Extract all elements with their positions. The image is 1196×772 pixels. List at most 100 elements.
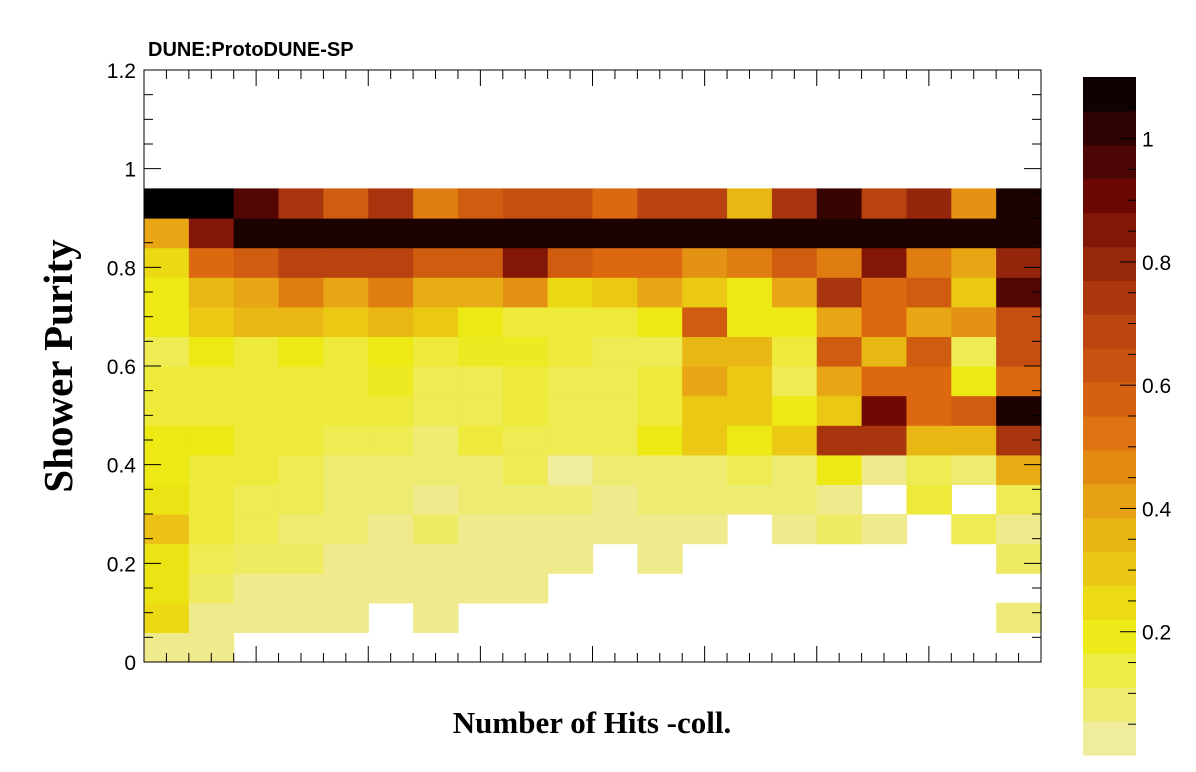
y-tick-label: 0.2 <box>107 553 136 576</box>
heatmap-cell <box>457 454 504 485</box>
heatmap-cell <box>188 454 235 485</box>
heatmap-cell <box>682 218 728 249</box>
heatmap-cell <box>413 454 459 485</box>
heatmap-cell <box>771 454 818 485</box>
colorbar-band <box>1083 144 1136 180</box>
heatmap-cell <box>547 247 594 278</box>
heatmap-cell <box>951 514 997 545</box>
heatmap-cell <box>368 395 414 426</box>
heatmap-cell <box>547 484 594 515</box>
heatmap-cell <box>323 573 369 604</box>
heatmap-cell <box>906 218 952 249</box>
heatmap-cell <box>502 336 549 367</box>
colorbar-band <box>1083 246 1136 281</box>
heatmap-cell <box>457 218 504 249</box>
heatmap-cell <box>637 188 683 219</box>
heatmap-cell <box>906 366 952 397</box>
heatmap-cell <box>413 602 459 633</box>
heatmap-cell <box>727 395 773 426</box>
heatmap-cell <box>996 306 1042 337</box>
heatmap-cell <box>233 454 280 485</box>
heatmap-cell <box>278 247 324 278</box>
heatmap-cell <box>996 454 1042 485</box>
heatmap-cell <box>323 218 369 249</box>
heatmap-cell <box>188 543 235 574</box>
heatmap-cell <box>592 454 638 485</box>
y-tick-label: 0.8 <box>107 257 136 280</box>
heatmap-cell <box>278 366 324 397</box>
heatmap-cell <box>457 514 504 545</box>
heatmap-cell <box>906 395 952 426</box>
heatmap-cell <box>816 454 863 485</box>
colorbar-tick-label: 0.8 <box>1142 252 1171 275</box>
heatmap-cell <box>592 218 638 249</box>
heatmap-cell <box>457 336 504 367</box>
heatmap-cell <box>502 454 549 485</box>
heatmap-cell <box>682 336 728 367</box>
heatmap-cell <box>637 277 683 308</box>
heatmap-cell <box>323 484 369 515</box>
heatmap-cell <box>996 602 1042 633</box>
heatmap-cell <box>951 306 997 337</box>
heatmap-cell <box>547 188 594 219</box>
heatmap-cell <box>144 395 190 426</box>
heatmap-cell <box>188 484 235 515</box>
heatmap-cell <box>188 366 235 397</box>
heatmap-cell <box>727 247 773 278</box>
heatmap-cell <box>861 366 908 397</box>
colorbar-band <box>1083 721 1136 756</box>
heatmap-cell <box>144 602 190 633</box>
heatmap-cell <box>502 218 549 249</box>
heatmap-cell <box>413 218 459 249</box>
heatmap-cell <box>323 277 369 308</box>
heatmap-cell <box>637 395 683 426</box>
heatmap-cell <box>368 366 414 397</box>
colorbar-ticks: 0.2 0.4 0.6 0.8 1 <box>1120 107 1172 725</box>
heatmap-cell <box>457 306 504 337</box>
heatmap-cell <box>188 573 235 604</box>
heatmap-cell <box>906 277 952 308</box>
heatmap-cell <box>682 454 728 485</box>
heatmap-cell <box>951 188 997 219</box>
heatmap-cell <box>368 543 414 574</box>
heatmap-cell <box>323 306 369 337</box>
heatmap-cell <box>323 425 369 456</box>
heatmap-cell <box>457 366 504 397</box>
heatmap-cell <box>592 366 638 397</box>
heatmap-cell <box>457 543 504 574</box>
heatmap-cell <box>278 218 324 249</box>
heatmap-cell <box>502 188 549 219</box>
heatmap-cell <box>233 395 280 426</box>
heatmap-cell <box>368 277 414 308</box>
heatmap-cell <box>502 425 549 456</box>
heatmap-cell <box>368 188 414 219</box>
heatmap-cell <box>502 484 549 515</box>
heatmap-cell <box>278 395 324 426</box>
heatmap-cell <box>144 514 190 545</box>
heatmap-cell <box>951 218 997 249</box>
heatmap-cell <box>368 425 414 456</box>
heatmap-cell <box>278 484 324 515</box>
heatmap-cell <box>682 425 728 456</box>
heatmap-cell <box>996 395 1042 426</box>
heatmap-cell <box>233 247 280 278</box>
heatmap-cell <box>682 247 728 278</box>
heatmap-cell <box>771 395 818 426</box>
heatmap-cell <box>323 543 369 574</box>
heatmap-cell <box>188 514 235 545</box>
heatmap-cell <box>592 247 638 278</box>
heatmap-cell <box>278 543 324 574</box>
heatmap-cell <box>233 425 280 456</box>
heatmap-cell <box>861 454 908 485</box>
heatmap-cell <box>816 336 863 367</box>
heatmap-cell <box>951 425 997 456</box>
heatmap-cell <box>233 514 280 545</box>
heatmap-cell <box>413 277 459 308</box>
heatmap-cell <box>771 425 818 456</box>
heatmap-cell <box>682 277 728 308</box>
colorbar-band <box>1083 178 1136 214</box>
heatmap-cell <box>996 514 1042 545</box>
heatmap-cell <box>413 543 459 574</box>
y-tick-label: 1.2 <box>107 60 136 83</box>
